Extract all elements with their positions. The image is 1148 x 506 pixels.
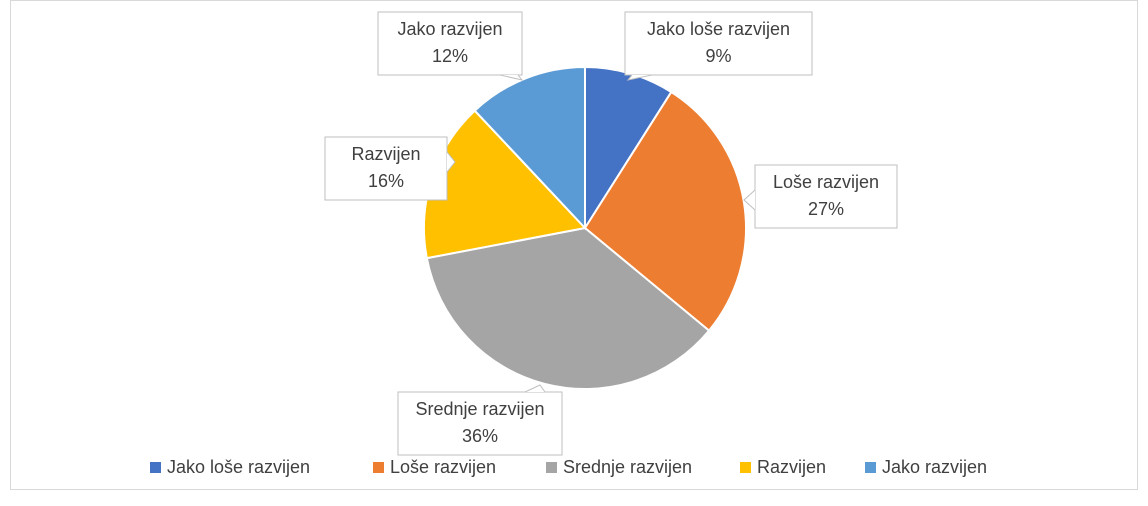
callout-pointer: [499, 74, 524, 81]
legend-swatch: [150, 462, 161, 473]
data-label-category: Jako loše razvijen: [647, 19, 790, 39]
callout-pointer: [446, 151, 456, 173]
callout-box: [377, 11, 523, 76]
data-label-category: Srednje razvijen: [415, 399, 544, 419]
data-label-category: Jako razvijen: [397, 19, 502, 39]
legend-label: Srednje razvijen: [563, 457, 692, 477]
legend-swatch: [373, 462, 384, 473]
callout-pointer: [743, 189, 756, 211]
callout-box: [397, 391, 563, 456]
callout-pointer: [524, 384, 546, 393]
legend-label: Razvijen: [757, 457, 826, 477]
data-label-category: Razvijen: [351, 144, 420, 164]
pie-slice: [583, 90, 747, 333]
legend-label: Loše razvijen: [390, 457, 496, 477]
legend-swatch: [740, 462, 751, 473]
pie-slice: [425, 226, 711, 390]
legend-swatch: [865, 462, 876, 473]
data-label-value: 36%: [462, 426, 498, 446]
legend-swatch: [546, 462, 557, 473]
legend-label: Jako razvijen: [882, 457, 987, 477]
callout-box: [624, 11, 813, 76]
data-label-value: 16%: [368, 171, 404, 191]
callout-pointer: [626, 74, 653, 81]
data-label-value: 27%: [808, 199, 844, 219]
pie-slice: [473, 65, 586, 231]
data-label-value: 9%: [705, 46, 731, 66]
data-label-value: 12%: [432, 46, 468, 66]
callout-box: [324, 136, 448, 201]
legend-label: Jako loše razvijen: [167, 457, 310, 477]
data-label-category: Loše razvijen: [773, 172, 879, 192]
